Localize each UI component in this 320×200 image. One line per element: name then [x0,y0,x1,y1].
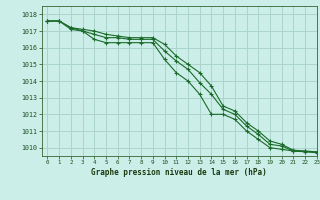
X-axis label: Graphe pression niveau de la mer (hPa): Graphe pression niveau de la mer (hPa) [91,168,267,177]
